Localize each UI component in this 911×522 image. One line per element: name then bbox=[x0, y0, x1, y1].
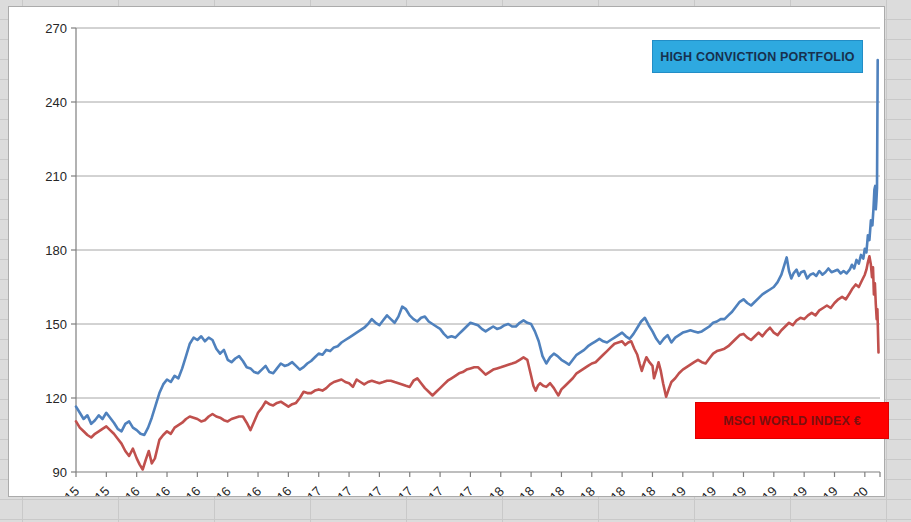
x-axis-tick-label: okt-15 bbox=[46, 484, 82, 496]
series-label-high-conviction-portfolio[interactable]: HIGH CONVICTION PORTFOLIO bbox=[652, 40, 863, 73]
excel-sheet-background: { "window": { "background_color": "#dcdc… bbox=[0, 0, 911, 522]
y-axis-tick-label: 240 bbox=[45, 95, 67, 110]
y-axis-tick-label: 150 bbox=[45, 317, 67, 332]
y-axis-tick-label: 270 bbox=[45, 21, 67, 36]
series-label-msci-world-index[interactable]: MSCI WORLD INDEX € bbox=[695, 402, 889, 439]
y-axis-tick-label: 210 bbox=[45, 169, 67, 184]
y-axis-tick-label: 180 bbox=[45, 243, 67, 258]
y-axis-tick-label: 90 bbox=[53, 465, 67, 480]
y-axis-tick-label: 120 bbox=[45, 391, 67, 406]
series-line-high-conviction-portfolio[interactable] bbox=[76, 60, 878, 435]
